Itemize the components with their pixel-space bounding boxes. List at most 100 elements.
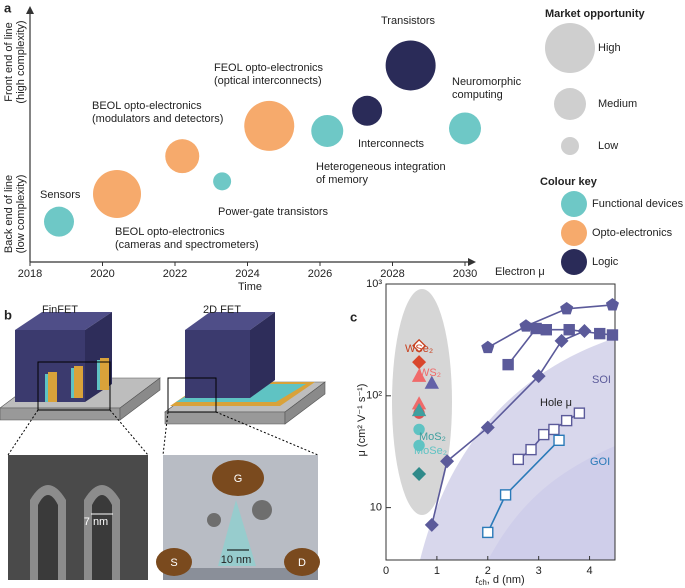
x-axis-label-part: , d (nm) [487,574,525,586]
bubble-label: of memory [316,174,368,186]
bubble-label: Heterogeneous integration [316,161,446,173]
x-tick-label: 2022 [163,268,187,280]
marker [531,369,546,384]
legend-label: Low [598,140,618,152]
y-axis-label: (high complexity) [15,20,27,103]
x-tick-label: 2024 [235,268,259,280]
marker [577,323,592,338]
x-axis-label-part: t [475,574,479,586]
marker [530,322,542,335]
bubble [311,114,344,147]
legend-label: High [598,42,621,54]
electrode-label: S [170,557,177,569]
goi-region [488,446,615,560]
marker [413,439,425,452]
marker [594,327,606,340]
bubble [165,139,200,174]
marker [525,443,537,456]
diagram-title: 2D FET [203,304,241,316]
electrode-label: D [298,557,306,569]
y-axis-label: Back end of line [3,175,15,253]
annotation: SOI [592,374,611,386]
legend-size [554,88,586,120]
marker [499,489,512,501]
bubble [449,112,481,145]
bubble [352,95,383,126]
marker [481,340,495,354]
bubble-label: (modulators and detectors) [92,113,223,125]
marker [412,466,427,481]
bubble-label: computing [452,89,503,101]
plot-frame [385,283,616,561]
x-axis-label: tch, d (nm) [475,574,524,587]
legend-size [545,23,595,73]
x-axis-label-part: ch [478,578,486,587]
x-tick-label: 2026 [308,268,332,280]
electrode-label: G [234,473,243,485]
panel-label: b [4,307,12,322]
axes-a [29,10,472,263]
legend-label: Medium [598,98,637,110]
x-axis-label: Time [238,281,262,293]
marker [563,324,575,336]
legend-title: Colour key [540,176,598,188]
marker [412,355,427,370]
marker [411,368,427,382]
marker [440,454,455,469]
legend-label: Opto-electronics [592,227,673,239]
bubble-label: Sensors [40,189,81,201]
scale-label: 10 nm [221,554,252,566]
marker [560,301,574,315]
x-tick-label: 2018 [18,268,42,280]
annotation: Electron μ [495,266,545,278]
marker [540,324,552,336]
marker [560,414,573,427]
marker [411,402,427,417]
bubble [213,172,232,191]
bubble [93,169,141,218]
legend-swatch [561,191,587,217]
legend-size [561,137,579,155]
marker [548,423,560,436]
x-tick-label: 0 [383,565,389,577]
marker [512,453,525,466]
finfet-illustration [0,312,161,580]
marker [606,329,619,341]
annotation: GOI [590,456,610,468]
bubble-label: (optical interconnects) [214,75,322,87]
annotation: WSe₂ [405,343,433,355]
x-tick-label: 1 [434,565,440,577]
marker [553,434,565,447]
bubble-label: BEOL opto-electronics [92,100,202,112]
y-tick-label: 10³ [366,278,382,290]
legend-title: Market opportunity [545,8,645,20]
annotation: MoS₂ [419,431,446,443]
legend-swatch [561,220,587,246]
marker [573,407,586,419]
annotation: WS₂ [419,367,441,379]
scale-label: 7 nm [84,516,108,528]
2dfet-illustration [156,312,326,580]
marker [412,338,427,353]
marker [519,319,533,332]
marker [502,358,514,371]
bubble [44,206,74,237]
marker [482,526,494,539]
marker [480,420,495,435]
y-tick-label: 10 [370,502,382,514]
arrow [468,258,476,266]
x-tick-label: 2028 [380,268,404,280]
marker [538,428,550,441]
marker [413,423,425,436]
panel-label: a [4,0,12,15]
legend-label: Functional devices [592,198,684,210]
legend-swatch [561,249,587,275]
annotation: MoSe₂ [414,445,447,457]
x-tick-label: 2020 [90,268,114,280]
bubble [244,100,295,151]
x-tick-label: 3 [536,565,542,577]
x-tick-label: 2030 [453,268,477,280]
panel-label: c [350,309,357,324]
marker [424,375,439,389]
